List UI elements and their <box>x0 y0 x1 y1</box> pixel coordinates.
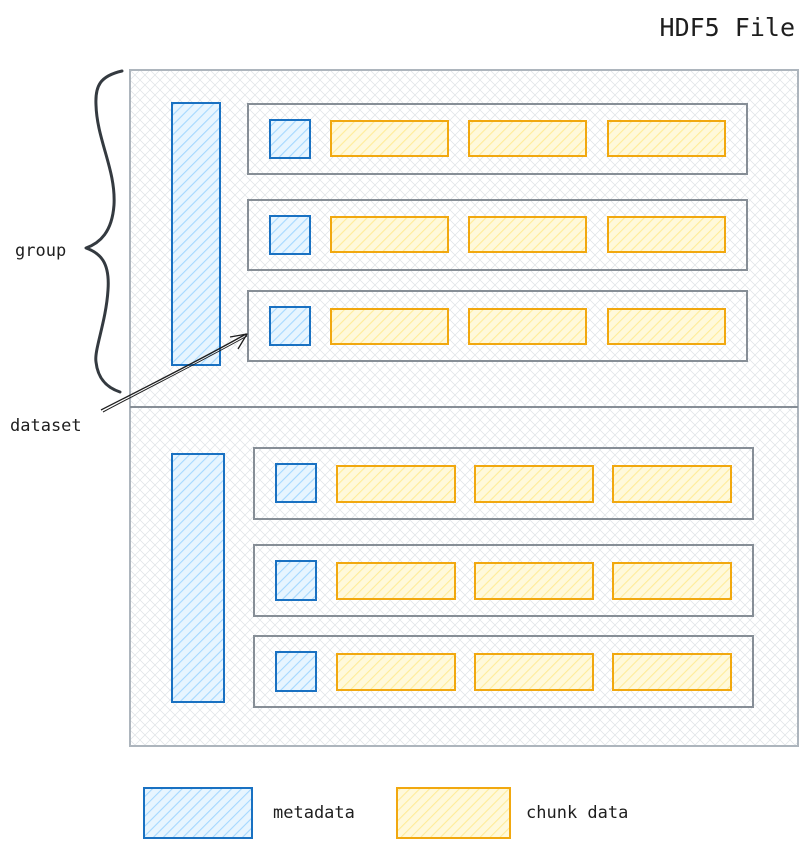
dataset-frame <box>253 635 754 708</box>
group-metadata-block <box>171 102 221 366</box>
group-brace <box>84 69 124 394</box>
chunk-block <box>607 216 726 253</box>
dataset-frame <box>247 103 748 175</box>
dataset-frame <box>247 290 748 362</box>
group-label: group <box>15 241 66 261</box>
group-metadata-block <box>171 453 225 703</box>
dataset-metadata-block <box>275 463 317 503</box>
dataset-frame <box>253 447 754 520</box>
group-2 <box>171 447 754 708</box>
legend-metadata-swatch <box>143 787 253 839</box>
chunk-block <box>336 653 456 691</box>
dataset-metadata-block <box>275 560 317 601</box>
chunk-block <box>474 562 594 600</box>
chunk-block <box>336 465 456 503</box>
dataset <box>247 103 748 175</box>
chunk-block <box>612 653 732 691</box>
chunk-block <box>468 216 587 253</box>
legend: metadata chunk data <box>143 787 628 839</box>
legend-chunk-label: chunk data <box>526 803 628 823</box>
chunk-block <box>474 465 594 503</box>
chunk-block <box>330 308 449 345</box>
chunk-block <box>330 216 449 253</box>
legend-metadata-label: metadata <box>273 803 355 823</box>
chunk-block <box>607 120 726 157</box>
chunk-block <box>612 562 732 600</box>
chunk-block <box>330 120 449 157</box>
dataset <box>253 635 754 708</box>
dataset-metadata-block <box>269 119 311 159</box>
dataset <box>253 544 754 617</box>
chunk-block <box>336 562 456 600</box>
dataset <box>253 447 754 520</box>
chunk-block <box>468 120 587 157</box>
dataset-metadata-block <box>269 215 311 255</box>
dataset-frame <box>253 544 754 617</box>
group-1 <box>171 102 748 366</box>
legend-chunk-swatch <box>396 787 511 839</box>
diagram-title: HDF5 File <box>660 13 795 42</box>
hdf5-file-container <box>129 69 799 747</box>
chunk-block <box>474 653 594 691</box>
dataset <box>247 290 748 362</box>
dataset-metadata-block <box>275 651 317 692</box>
dataset-metadata-block <box>269 306 311 346</box>
dataset-frame <box>247 199 748 271</box>
dataset <box>247 199 748 271</box>
dataset-label: dataset <box>10 416 82 436</box>
chunk-block <box>607 308 726 345</box>
chunk-block <box>468 308 587 345</box>
chunk-block <box>612 465 732 503</box>
dataset-pointer-arrow <box>100 333 248 413</box>
